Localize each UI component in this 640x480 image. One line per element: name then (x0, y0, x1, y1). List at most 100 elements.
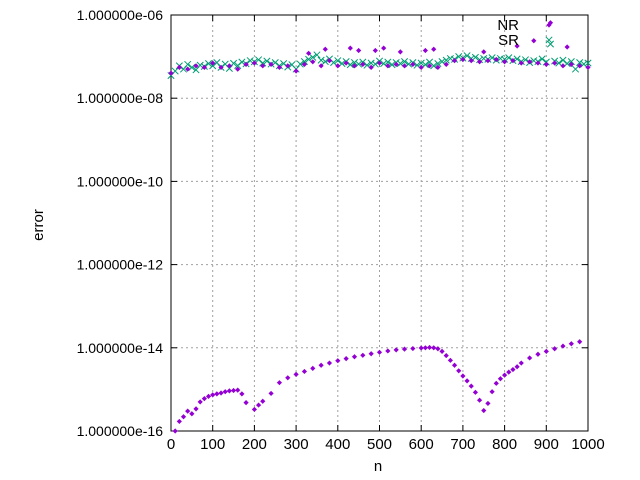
data-point-nr (185, 408, 191, 414)
data-point-nr (335, 358, 341, 364)
data-point-nr (568, 341, 574, 347)
legend-marker-sr (545, 36, 553, 44)
data-point-nr (180, 414, 187, 420)
data-point-sr (263, 57, 271, 65)
data-point-nr (243, 61, 249, 67)
data-point-nr (205, 393, 212, 399)
data-point-nr (468, 58, 474, 64)
data-point-sr (505, 54, 513, 62)
data-point-nr (222, 389, 228, 395)
data-point-nr (502, 372, 508, 378)
data-point-nr (372, 47, 378, 54)
data-point-nr (506, 369, 512, 375)
data-point-nr (535, 351, 541, 357)
data-point-nr (260, 398, 266, 404)
y-axis-label: error (30, 209, 47, 241)
data-point-nr (476, 397, 483, 403)
data-point-nr (176, 64, 182, 71)
data-point-sr (334, 57, 342, 65)
data-point-nr (343, 356, 349, 362)
legend-marker-nr (546, 22, 552, 28)
data-point-nr (485, 58, 491, 64)
data-points (167, 20, 592, 434)
data-point-nr (235, 387, 241, 393)
data-point-sr (584, 59, 592, 67)
data-point-nr (468, 383, 474, 389)
data-point-nr (443, 61, 449, 67)
data-point-nr (335, 63, 341, 69)
data-point-nr (176, 418, 182, 425)
data-point-nr (310, 365, 316, 371)
data-point-nr (210, 60, 216, 66)
plot-frame (170, 14, 589, 432)
data-point-nr (410, 345, 416, 352)
data-point-nr (418, 64, 424, 71)
data-point-nr (326, 58, 333, 64)
data-point-nr (435, 346, 441, 352)
data-point-nr (347, 45, 353, 51)
data-point-nr (201, 64, 207, 71)
data-point-sr (438, 58, 446, 66)
data-point-nr (168, 70, 174, 76)
data-point-nr (401, 63, 408, 69)
data-point-nr (301, 368, 308, 375)
data-point-sr (538, 55, 546, 63)
x-tick-label: 100 (200, 436, 225, 453)
data-point-sr (571, 65, 580, 73)
data-point-nr (527, 355, 533, 361)
data-point-nr (460, 373, 466, 379)
data-point-nr (285, 63, 291, 69)
data-point-nr (301, 61, 308, 67)
data-point-nr (239, 391, 245, 397)
data-point-nr (547, 20, 554, 26)
data-point-nr (260, 63, 266, 69)
data-point-nr (376, 60, 383, 66)
data-point-nr (326, 360, 333, 366)
data-point-nr (552, 60, 558, 66)
data-point-nr (368, 64, 374, 71)
data-point-nr (485, 400, 491, 407)
data-point-nr (418, 345, 424, 351)
data-point-sr (421, 61, 429, 69)
data-point-nr (251, 60, 257, 66)
data-point-nr (431, 345, 437, 351)
data-point-nr (193, 406, 199, 412)
data-point-nr (251, 406, 257, 413)
data-point-nr (318, 362, 324, 368)
data-point-nr (435, 64, 441, 71)
data-point-nr (268, 390, 274, 397)
data-point-sr (567, 58, 575, 66)
y-tick-label: 1.000000e-12 (77, 257, 164, 273)
data-point-sr (384, 58, 392, 66)
series-nr (168, 20, 591, 434)
data-point-nr (276, 64, 283, 71)
data-point-nr (218, 390, 224, 396)
data-point-sr (471, 53, 479, 61)
data-point-nr (439, 348, 445, 354)
data-point-nr (210, 392, 216, 398)
data-point-sr (546, 40, 555, 48)
grid-lines (171, 15, 588, 431)
data-point-nr (226, 63, 232, 69)
data-point-nr (493, 56, 499, 63)
data-point-nr (564, 44, 570, 50)
legend-label-sr: SR (498, 32, 519, 49)
data-point-sr (496, 54, 504, 63)
data-point-sr (442, 56, 450, 64)
data-point-sr (555, 59, 563, 67)
data-point-nr (531, 38, 537, 44)
data-point-nr (351, 354, 358, 360)
data-point-nr (497, 376, 504, 382)
data-point-nr (351, 63, 358, 69)
data-point-nr (426, 344, 433, 351)
data-point-nr (422, 345, 428, 351)
legend-label-nr: NR (497, 17, 519, 34)
data-point-nr (218, 64, 224, 71)
data-point-nr (552, 346, 558, 352)
data-point-nr (493, 380, 499, 386)
data-point-nr (235, 66, 241, 72)
data-point-nr (189, 411, 195, 417)
x-tick-labels: 0 100 200 300 400 500 600 700 800 900 1000 (167, 436, 605, 453)
